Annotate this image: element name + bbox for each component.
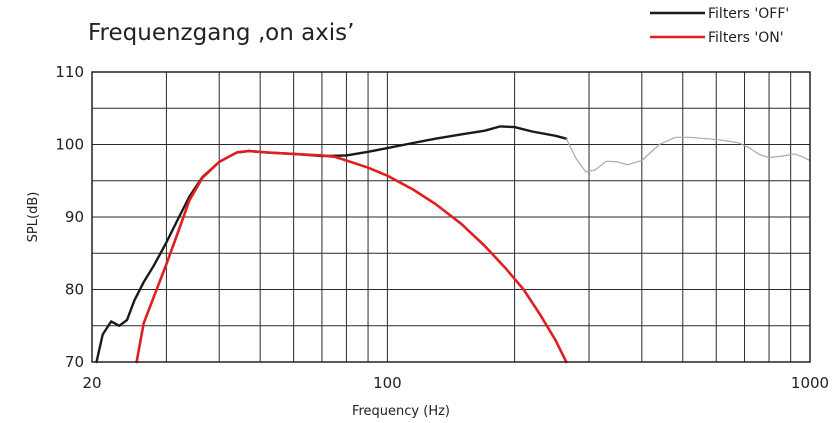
y-axis-label: SPL(dB)	[26, 192, 41, 243]
plot-frame	[91, 71, 811, 363]
series-filters-off-line	[95, 125, 568, 364]
y-tick-label-110: 110	[55, 63, 84, 81]
y-tick-label-80: 80	[65, 281, 84, 299]
series-layer	[95, 125, 811, 364]
series-extended-response-line	[565, 136, 811, 173]
chart-title: Frequenzgang ‚on axis’	[88, 20, 354, 46]
x-tick-label-100: 100	[373, 374, 402, 392]
y-tick-labels: 70 80 90 100 110	[55, 63, 84, 371]
y-tick-label-100: 100	[55, 136, 84, 154]
x-tick-labels: 20 100 1000	[82, 374, 829, 392]
legend: Filters 'OFF' Filters 'ON'	[650, 6, 789, 46]
y-tick-label-90: 90	[65, 208, 84, 226]
x-tick-label-20: 20	[82, 374, 101, 392]
legend-label-filters-on: Filters 'ON'	[708, 30, 784, 46]
x-axis-label: Frequency (Hz)	[352, 404, 450, 419]
y-tick-label-70: 70	[65, 353, 84, 371]
x-tick-label-1000: 1000	[791, 374, 829, 392]
series-filters-on-line	[135, 149, 568, 364]
legend-label-filters-off: Filters 'OFF'	[708, 6, 789, 22]
